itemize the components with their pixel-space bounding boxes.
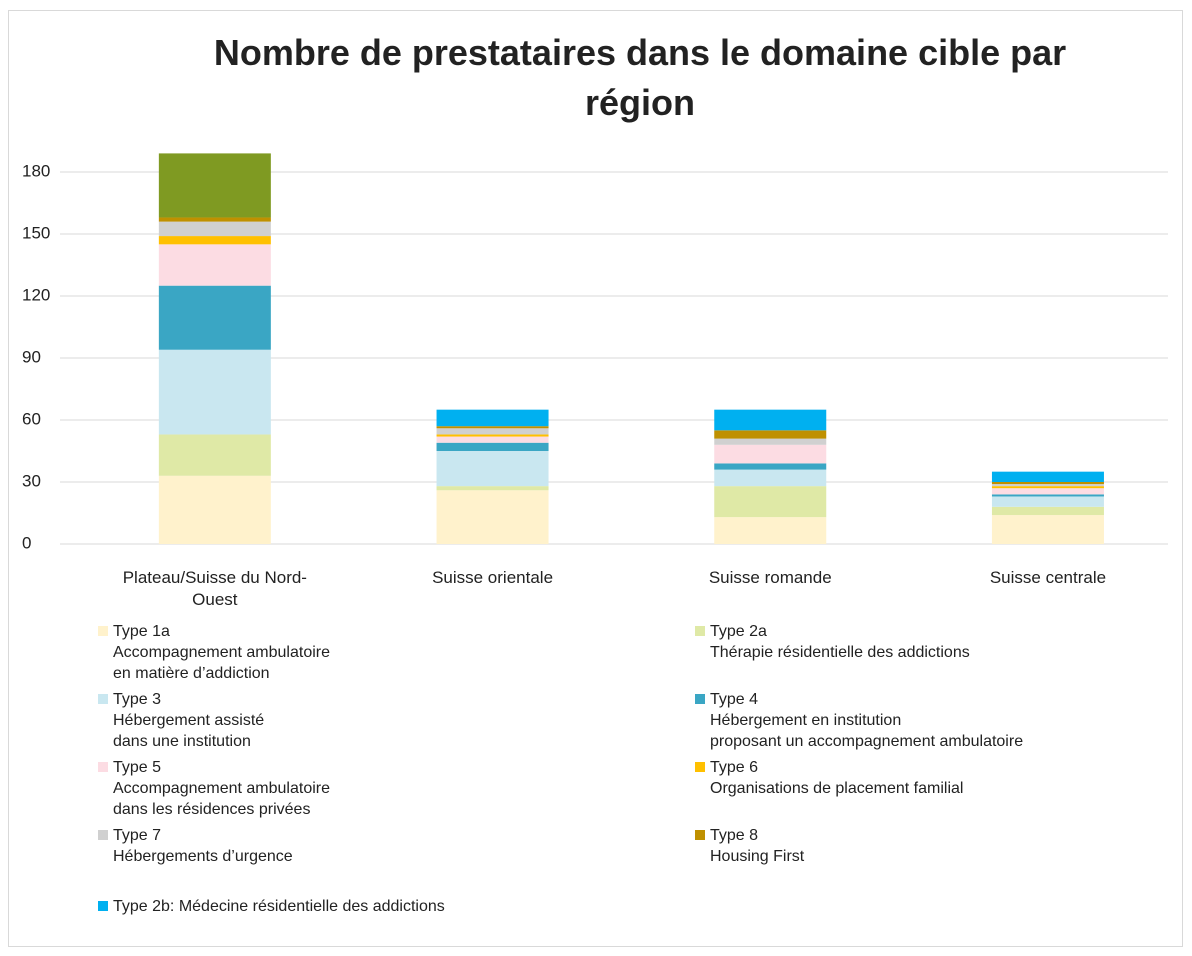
bar-segment xyxy=(991,515,1104,544)
bar-segment xyxy=(436,436,549,443)
bar-segment xyxy=(158,285,271,350)
x-tick-line: Suisse centrale xyxy=(990,568,1106,587)
legend-item: Type 3 Hébergement assisté dans une inst… xyxy=(98,689,264,752)
x-tick-label: Suisse romande xyxy=(709,568,832,587)
x-tick-label: Plateau/Suisse du Nord- Ouest xyxy=(123,568,307,609)
bar-segment xyxy=(436,409,549,427)
bar-segment xyxy=(158,434,271,476)
bar-segment xyxy=(158,221,271,237)
bar-segment xyxy=(714,469,827,487)
bar-segment xyxy=(158,244,271,286)
bar-segment xyxy=(991,471,1104,482)
legend-label: Type 2a Thérapie résidentielle des addic… xyxy=(710,623,970,661)
x-tick-line: Suisse orientale xyxy=(432,568,553,587)
legend-swatch xyxy=(98,694,108,704)
bar-segment xyxy=(714,486,827,518)
bar-segment xyxy=(436,442,549,451)
bar-segment xyxy=(158,475,271,544)
x-tick-label: Suisse centrale xyxy=(990,568,1106,587)
y-tick-label: 180 xyxy=(22,161,50,180)
legend-label: Type 7 Hébergements d’urgence xyxy=(113,827,293,865)
bar-segment xyxy=(436,426,549,429)
bar-segment xyxy=(436,428,549,435)
bar-segment xyxy=(991,506,1104,516)
legend-label: Type 8 Housing First xyxy=(710,827,805,865)
bar-segment xyxy=(158,217,271,222)
bar-segment xyxy=(436,434,549,437)
legend-label: Type 1a Accompagnement ambulatoire en ma… xyxy=(113,623,331,682)
bar-segment xyxy=(436,490,549,544)
bar-segment xyxy=(714,517,827,544)
legend-swatch xyxy=(695,762,705,772)
title-line: région xyxy=(585,82,695,123)
y-tick-label: 150 xyxy=(22,223,50,242)
bar-segment xyxy=(991,482,1104,485)
x-tick-line: Ouest xyxy=(192,590,238,609)
bar-segment xyxy=(158,349,271,435)
legend-item: Type 8 Housing First xyxy=(695,825,804,867)
bar-segment xyxy=(991,488,1104,495)
legend-swatch xyxy=(695,694,705,704)
bar-segment xyxy=(158,153,271,218)
bar-segment xyxy=(436,451,549,487)
x-tick-line: Plateau/Suisse du Nord- xyxy=(123,568,307,587)
legend-label: Type 5 Accompagnement ambulatoire dans l… xyxy=(113,759,331,818)
legend-label: Type 4 Hébergement en institution propos… xyxy=(710,691,1024,750)
legend-item: Type 1a Accompagnement ambulatoire en ma… xyxy=(98,621,330,684)
legend-item: Type 7 Hébergements d’urgence xyxy=(98,825,293,867)
bar-segment xyxy=(714,444,827,464)
legend-label: Type 6 Organisations de placement famili… xyxy=(710,759,964,797)
legend-swatch xyxy=(98,901,108,911)
bar-segment xyxy=(991,494,1104,497)
y-tick-label: 0 xyxy=(22,533,31,552)
legend-item: Type 4 Hébergement en institution propos… xyxy=(695,689,1023,752)
y-tick-label: 60 xyxy=(22,409,41,428)
title-line: Nombre de prestataires dans le domaine c… xyxy=(214,32,1066,73)
legend-swatch xyxy=(98,626,108,636)
x-tick-line: Suisse romande xyxy=(709,568,832,587)
bar-segment xyxy=(714,438,827,445)
y-tick-label: 30 xyxy=(22,471,41,490)
legend-label: Type 2b: Médecine résidentielle des addi… xyxy=(113,898,445,915)
bar-segment xyxy=(436,486,549,491)
bar-segment xyxy=(991,484,1104,487)
legend-item: Type 6 Organisations de placement famili… xyxy=(695,757,963,799)
bar-segment xyxy=(714,463,827,470)
bar-segment xyxy=(158,236,271,245)
y-tick-label: 120 xyxy=(22,285,50,304)
legend-swatch xyxy=(98,830,108,840)
bar-segment xyxy=(714,430,827,439)
bar-segment xyxy=(991,496,1104,507)
bar-segment xyxy=(991,486,1104,489)
y-tick-label: 90 xyxy=(22,347,41,366)
legend-swatch xyxy=(695,830,705,840)
legend-item: Type 5 Accompagnement ambulatoire dans l… xyxy=(98,757,330,820)
legend-swatch xyxy=(98,762,108,772)
legend-item: Type 2a Thérapie résidentielle des addic… xyxy=(695,621,970,663)
legend-label: Type 3 Hébergement assisté dans une inst… xyxy=(113,691,265,750)
x-tick-label: Suisse orientale xyxy=(432,568,553,587)
chart-title: Nombre de prestataires dans le domaine c… xyxy=(214,32,1066,123)
legend-item: Type 2b: Médecine résidentielle des addi… xyxy=(98,896,445,917)
legend-swatch xyxy=(695,626,705,636)
bar-segment xyxy=(714,409,827,431)
